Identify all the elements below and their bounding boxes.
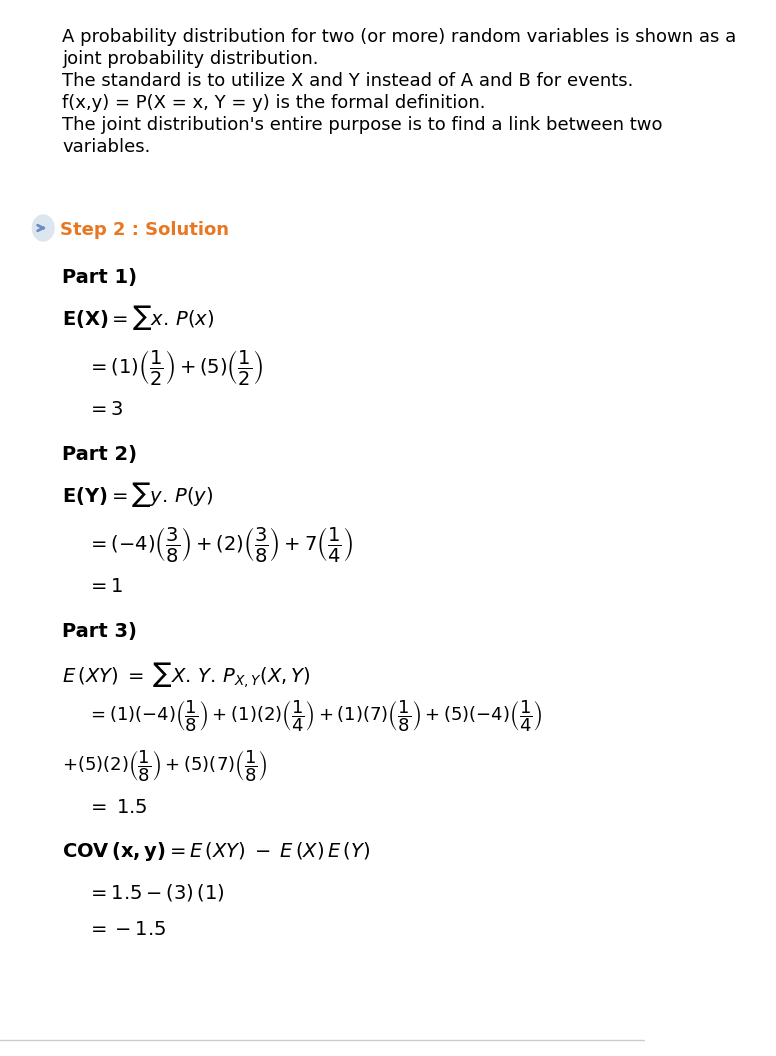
Text: $= 1.5 - (3)\,(1)$: $= 1.5 - (3)\,(1)$	[87, 882, 225, 903]
Text: Part 3): Part 3)	[62, 622, 137, 641]
Text: A probability distribution for two (or more) random variables is shown as a: A probability distribution for two (or m…	[62, 29, 736, 46]
Text: Part 1): Part 1)	[62, 268, 137, 287]
Text: $= -1.5$: $= -1.5$	[87, 920, 167, 939]
Text: $= (-4)\left(\dfrac{3}{8}\right) + (2)\left(\dfrac{3}{8}\right) + 7\left(\dfrac{: $= (-4)\left(\dfrac{3}{8}\right) + (2)\l…	[87, 525, 353, 564]
Text: $=\;1.5$: $=\;1.5$	[87, 798, 148, 817]
Text: $= 1$: $= 1$	[87, 577, 124, 596]
Text: f(x,y) = P(X = x, Y = y) is the formal definition.: f(x,y) = P(X = x, Y = y) is the formal d…	[62, 94, 486, 112]
Text: $\mathbf{E(Y)} = \mathbf{\sum} y.\, P(y)$: $\mathbf{E(Y)} = \mathbf{\sum} y.\, P(y)…	[62, 480, 213, 509]
Circle shape	[33, 215, 54, 241]
Text: The joint distribution's entire purpose is to find a link between two: The joint distribution's entire purpose …	[62, 116, 663, 134]
Text: The standard is to utilize X and Y instead of A and B for events.: The standard is to utilize X and Y inste…	[62, 72, 634, 90]
Text: $+ (5)(2)\left(\dfrac{1}{8}\right) + (5)(7)\left(\dfrac{1}{8}\right)$: $+ (5)(2)\left(\dfrac{1}{8}\right) + (5)…	[62, 748, 268, 784]
Text: $\mathbf{E(X)} = \mathbf{\sum} x.\, P(x)$: $\mathbf{E(X)} = \mathbf{\sum} x.\, P(x)…	[62, 303, 215, 332]
Text: variables.: variables.	[62, 138, 151, 156]
Text: $E\,(XY)\;=\;\sum X.\,Y.\,P_{X,Y}(X,Y)$: $E\,(XY)\;=\;\sum X.\,Y.\,P_{X,Y}(X,Y)$	[62, 660, 311, 690]
Text: $= (1)\left(\dfrac{1}{2}\right) + (5)\left(\dfrac{1}{2}\right)$: $= (1)\left(\dfrac{1}{2}\right) + (5)\le…	[87, 348, 264, 386]
Text: joint probability distribution.: joint probability distribution.	[62, 50, 319, 68]
Text: $\mathbf{COV\,(x,y)} = E\,(XY)\;-\;E\,(X)\,E\,(Y)$: $\mathbf{COV\,(x,y)} = E\,(XY)\;-\;E\,(X…	[62, 840, 370, 863]
Text: Step 2 : Solution: Step 2 : Solution	[60, 221, 229, 239]
Text: $=3$: $=3$	[87, 400, 124, 419]
Text: $= (1)(-4)\left(\dfrac{1}{8}\right) + (1)(2)\left(\dfrac{1}{4}\right) + (1)(7)\l: $= (1)(-4)\left(\dfrac{1}{8}\right) + (1…	[87, 698, 543, 734]
Text: Part 2): Part 2)	[62, 445, 137, 464]
